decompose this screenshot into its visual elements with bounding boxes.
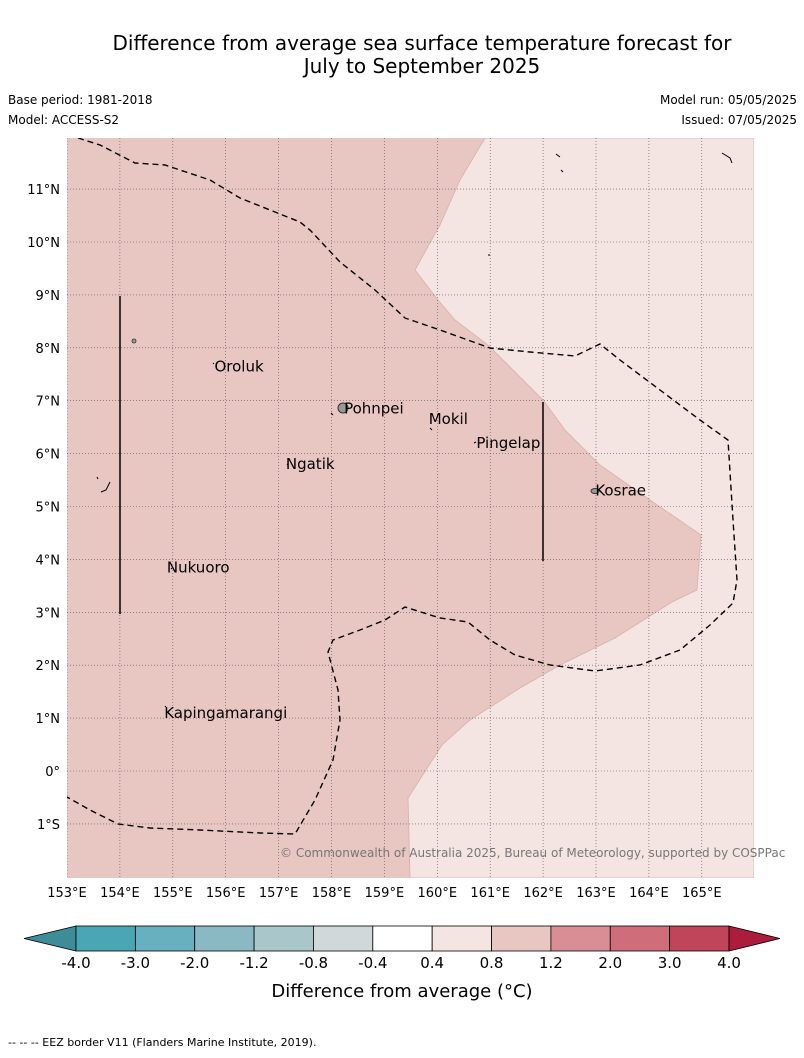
longitude-label: 162°E (523, 886, 563, 901)
colorbar-tick: 2.0 (598, 954, 622, 972)
colorbar-tick: -0.4 (358, 954, 387, 972)
colorbar-bin (491, 925, 552, 952)
place-label: Nukuoro (167, 558, 230, 576)
atoll-shape (131, 338, 137, 344)
anomaly-0-4-0-8-region (407, 138, 754, 878)
longitude-label: 163°E (576, 886, 616, 901)
colorbar-tick: -2.0 (180, 954, 209, 972)
pohnpei-island-shape (337, 402, 349, 414)
longitude-label: 158°E (312, 886, 352, 901)
colorbar-bin (75, 925, 136, 952)
latitude-label: 2°N (36, 659, 61, 674)
longitude-label: 165°E (682, 886, 722, 901)
colorbar-tick: -1.2 (239, 954, 268, 972)
colorbar-bin (253, 925, 314, 952)
longitude-label: 156°E (206, 886, 246, 901)
latitude-label: 0° (45, 765, 60, 780)
place-labels: Oroluk Pohnpei Mokil Pingelap Ngatik Kosrae Nu… (164, 357, 646, 721)
latitude-label: 4°N (36, 553, 61, 568)
map-area: Oroluk Pohnpei Mokil Pingelap Ngatik Kosrae Nu… (67, 138, 754, 878)
issued-date: Issued: 07/05/2025 (681, 113, 797, 127)
small-islands (96, 152, 733, 708)
longitude-label: 153°E (47, 886, 87, 901)
colorbar-bin (431, 925, 492, 952)
latitude-label: 8°N (36, 342, 61, 357)
longitude-label: 155°E (153, 886, 193, 901)
longitude-label: 157°E (259, 886, 299, 901)
graticule (67, 138, 754, 878)
model-name: Model: ACCESS-S2 (8, 113, 120, 127)
colorbar-tick: 3.0 (658, 954, 682, 972)
base-period: Base period: 1981-2018 (8, 93, 153, 107)
map-title: Difference from average sea surface temp… (40, 32, 804, 78)
place-label: Pingelap (476, 434, 540, 452)
map-figure: Oroluk Pohnpei Mokil Pingelap Ngatik Kosrae Nu… (23, 138, 785, 1002)
longitude-label: 154°E (100, 886, 140, 901)
place-label: Kosrae (595, 482, 646, 500)
latitude-label: 1°N (36, 712, 61, 727)
longitude-label: 161°E (470, 886, 510, 901)
place-label: Kapingamarangi (164, 704, 287, 722)
colorbar-tick: -3.0 (121, 954, 150, 972)
colorbar-tick: -4.0 (61, 954, 90, 972)
latitude-label: 3°N (36, 606, 61, 621)
colorbar-bin (134, 925, 196, 952)
colorbar-extend-high (728, 925, 781, 952)
title-line-1: Difference from average sea surface temp… (112, 31, 732, 55)
colorbar-tick: 1.2 (539, 954, 563, 972)
latitude-label: 1°S (37, 818, 60, 833)
latitude-label: 11°N (27, 183, 60, 198)
longitude-label: 160°E (418, 886, 458, 901)
latitude-label: 10°N (27, 236, 60, 251)
colorbar-bin (194, 925, 255, 952)
colorbar-tick: -0.8 (299, 954, 328, 972)
colorbar-bin (669, 925, 730, 952)
place-label: Ngatik (286, 455, 335, 473)
longitude-label: 164°E (629, 886, 669, 901)
latitude-label: 7°N (36, 395, 61, 410)
eez-border (67, 138, 738, 835)
place-label: Oroluk (214, 357, 263, 375)
colorbar-bin (372, 925, 433, 952)
eez-footnote: -- -- -- EEZ border V11 (Flanders Marine… (8, 1036, 317, 1049)
colorbar-bin (609, 925, 671, 952)
place-label: Pohnpei (344, 400, 404, 418)
colorbar-tick: 4.0 (717, 954, 741, 972)
longitude-label: 159°E (365, 886, 405, 901)
latitude-label: 5°N (36, 501, 61, 516)
kosrae-island-shape (590, 488, 600, 494)
colorbar-extend-low (23, 925, 77, 952)
colorbar: -4.0 -3.0 -2.0 -1.2 -0.8 -0.4 0.4 0.8 1.2 2.0 3.0 4… (23, 925, 781, 972)
title-line-2: July to September 2025 (303, 54, 541, 78)
latitude-labels: 11°N 10°N 9°N 8°N 7°N 6°N 5°N 4°N 3°N 2°N 1°N 0° 1°S (27, 183, 60, 833)
colorbar-bin (550, 925, 611, 952)
colorbar-label: Difference from average (°C) (271, 981, 532, 1002)
colorbar-tick: 0.8 (480, 954, 504, 972)
copyright-notice: © Commonwealth of Australia 2025, Bureau… (280, 846, 785, 860)
colorbar-tick: 0.4 (420, 954, 444, 972)
colorbar-bin (313, 925, 374, 952)
latitude-label: 9°N (36, 289, 61, 304)
place-label: Mokil (429, 410, 468, 428)
model-run: Model run: 05/05/2025 (659, 93, 797, 107)
longitude-labels: 153°E 154°E 155°E 156°E 157°E 158°E 159°E 160°E… (47, 886, 721, 901)
latitude-label: 6°N (36, 448, 61, 463)
